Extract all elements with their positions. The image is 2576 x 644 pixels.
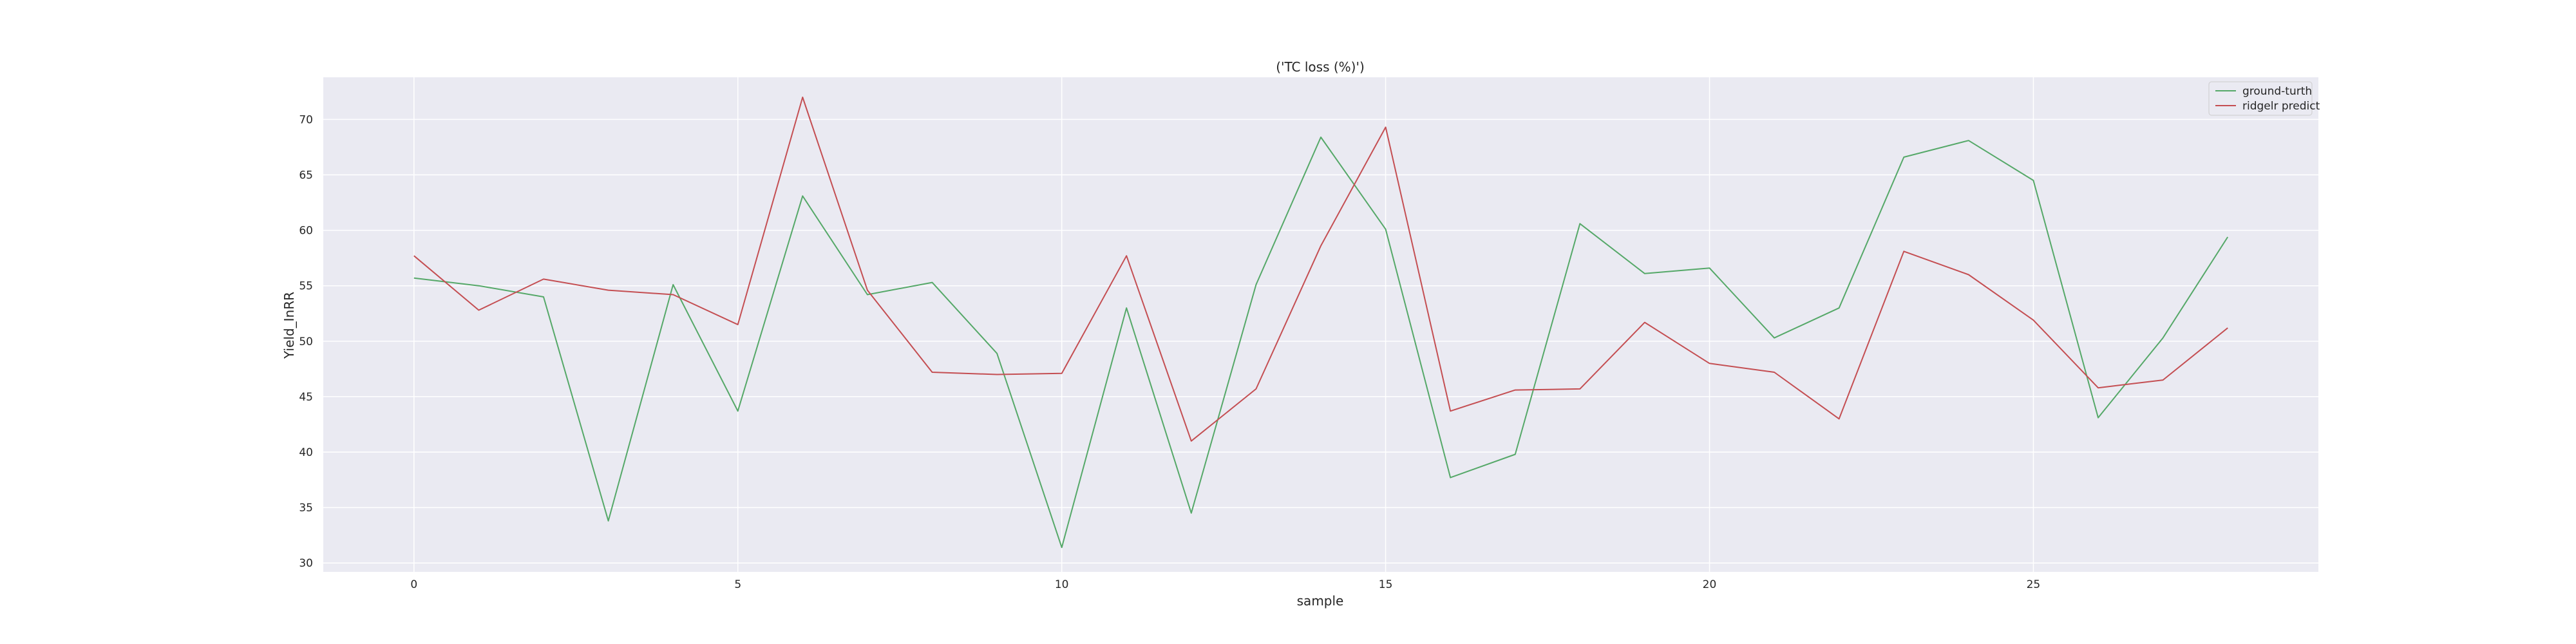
legend-label-ridgelr-predict: ridgelr predict [2242, 100, 2320, 113]
y-tick-label: 40 [299, 446, 313, 459]
x-tick-labels: 0 5 10 15 20 25 [410, 578, 2040, 591]
y-tick-label: 55 [299, 280, 313, 293]
x-axis-label: sample [1297, 593, 1344, 609]
y-tick-label: 45 [299, 391, 313, 404]
x-tick-label: 25 [2027, 578, 2041, 591]
x-tick-label: 15 [1379, 578, 1393, 591]
legend-label-ground-turth: ground-turth [2242, 85, 2312, 98]
y-tick-label: 60 [299, 225, 313, 238]
y-axis-label: Yield_InRR [281, 292, 297, 359]
y-tick-labels: 30 35 40 45 50 55 60 65 70 [299, 113, 313, 570]
series-line-ridgelr-predict [413, 97, 2228, 442]
grid-lines [323, 77, 2318, 572]
x-tick-label: 0 [410, 578, 417, 591]
series-layer [413, 97, 2229, 549]
y-tick-label: 30 [299, 557, 313, 570]
x-tick-label: 20 [1703, 578, 1717, 591]
legend: ground-turth ridgelr predict [2208, 81, 2320, 116]
plot-area [323, 77, 2318, 572]
y-tick-label: 50 [299, 336, 313, 348]
chart-title: ('TC loss (%)') [1276, 59, 1365, 75]
y-tick-label: 70 [299, 113, 313, 126]
x-tick-label: 5 [734, 578, 741, 591]
x-tick-label: 10 [1055, 578, 1069, 591]
series-line-ground-turth [413, 137, 2229, 549]
y-tick-label: 65 [299, 169, 313, 182]
y-tick-label: 35 [299, 502, 313, 515]
